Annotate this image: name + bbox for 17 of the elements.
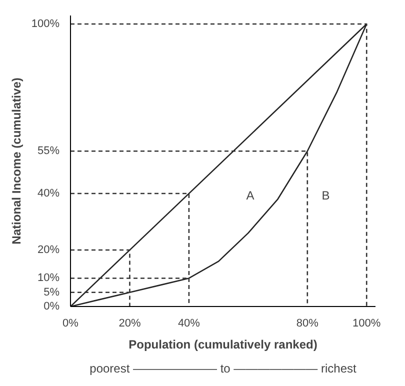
x-tick-label: 100%: [352, 318, 381, 330]
y-axis-title: National Income (cumulative): [9, 78, 24, 244]
text: poorest ——————— to ——————— richest: [90, 362, 358, 376]
y-tick-label: 55%: [37, 145, 60, 158]
y-tick-label: 10%: [37, 272, 60, 284]
x-tick-label: 40%: [178, 318, 200, 330]
x-axis-title: Population (cumulatively ranked): [128, 338, 318, 352]
y-tick-label: 0%: [44, 300, 60, 312]
y-tick-label: 100%: [31, 18, 60, 30]
y-tick-label: 40%: [37, 187, 60, 200]
x-tick-label: 80%: [296, 318, 319, 330]
annotation: A: [246, 188, 254, 202]
y-tick-label: 5%: [44, 286, 60, 298]
x-tick-label: 20%: [118, 318, 141, 330]
x-tick-label: 0%: [62, 318, 79, 330]
annotation: B: [322, 188, 330, 202]
y-tick-label: 20%: [37, 244, 60, 256]
